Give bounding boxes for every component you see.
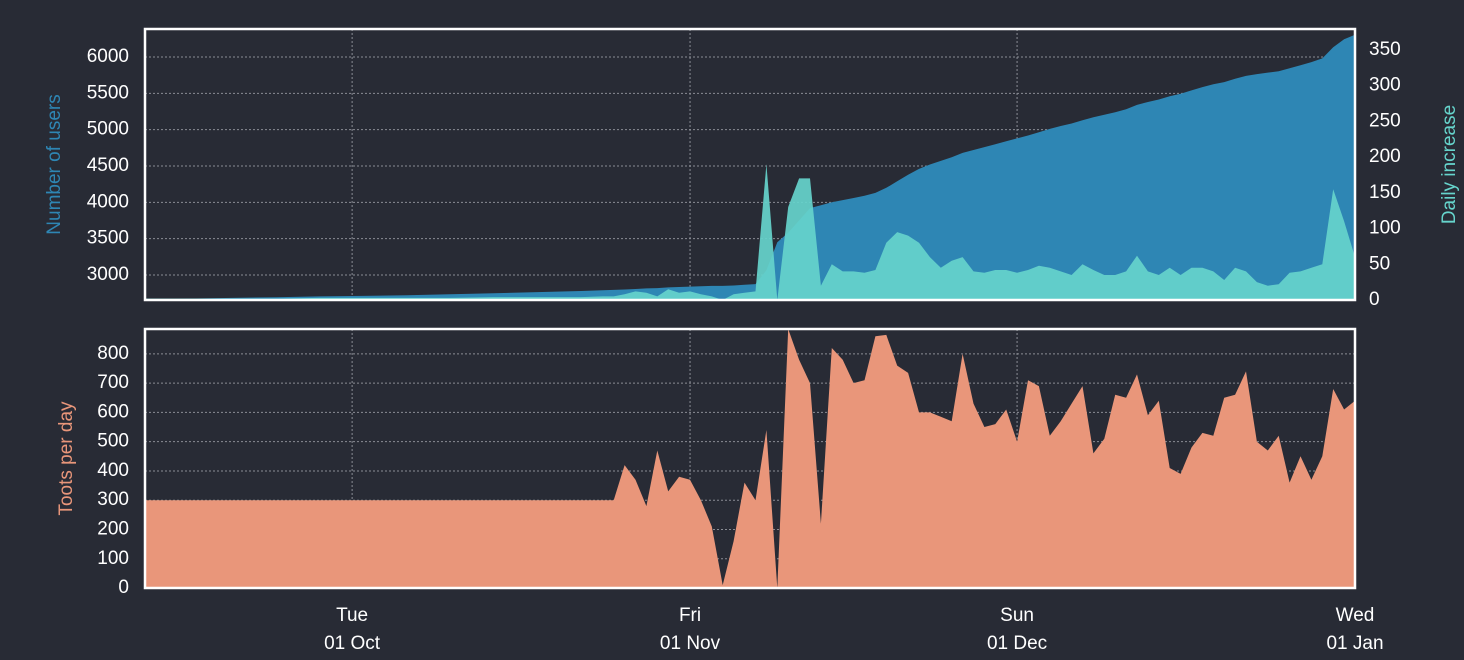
y-tick-label: 700 (97, 372, 129, 393)
area (145, 164, 1355, 300)
x-tick-label: Tue 01 Oct (324, 605, 381, 654)
y-axis-label: Toots per day (56, 401, 77, 516)
area (145, 34, 1355, 301)
y-tick-label: 800 (97, 343, 129, 364)
y-tick-label: 5500 (87, 82, 129, 103)
y-tick-label: 6000 (87, 46, 129, 67)
y-tick-label: 400 (97, 460, 129, 481)
plot-border (143, 327, 1357, 590)
y-tick-label: 300 (97, 489, 129, 510)
y-tick-label: 5000 (87, 119, 129, 140)
y2-tick-label: 150 (1369, 182, 1401, 203)
y-tick-label: 200 (97, 518, 129, 539)
y-axis-label: Number of users (44, 94, 65, 234)
y-tick-label: 4500 (87, 155, 129, 176)
y2-tick-label: 300 (1369, 75, 1401, 96)
y-tick-label: 100 (97, 548, 129, 569)
y2-tick-label: 50 (1369, 253, 1390, 274)
y-tick-label: 500 (97, 431, 129, 452)
plot-border (143, 27, 1357, 302)
y2-tick-label: 350 (1369, 39, 1401, 60)
area (145, 329, 1355, 588)
y2-axis-label: Daily increase (1439, 105, 1460, 224)
y-tick-label: 3500 (87, 228, 129, 249)
y-tick-label: 4000 (87, 191, 129, 212)
y2-tick-label: 250 (1369, 110, 1401, 131)
y-tick-label: 3000 (87, 264, 129, 285)
y-tick-label: 0 (118, 577, 129, 598)
x-tick-label: Fri 01 Nov (659, 605, 721, 654)
x-tick-label: Wed 01 Jan (1326, 605, 1384, 654)
y2-tick-label: 0 (1369, 289, 1380, 310)
x-tick-label: Sun 01 Dec (986, 605, 1048, 654)
y2-tick-label: 200 (1369, 146, 1401, 167)
y-tick-label: 600 (97, 401, 129, 422)
y2-tick-label: 100 (1369, 218, 1401, 239)
